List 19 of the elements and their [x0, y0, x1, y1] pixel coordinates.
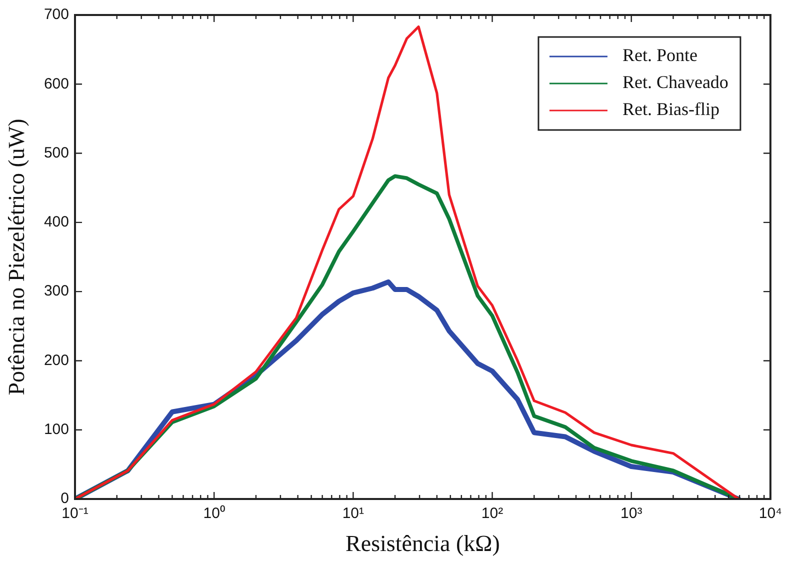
x-tick-label: 10⁴	[758, 505, 782, 522]
y-tick-label: 600	[44, 75, 69, 92]
y-tick-label: 200	[44, 352, 69, 369]
x-tick-label: 10²	[481, 505, 504, 522]
y-tick-label: 500	[44, 144, 69, 162]
x-tick-label: 10¹	[342, 505, 364, 522]
x-tick-label: 10⁰	[203, 505, 225, 522]
y-tick-label: 100	[44, 421, 69, 438]
legend-label: Ret. Bias-flip	[622, 99, 720, 120]
y-tick-label: 300	[44, 282, 69, 300]
y-tick-label: 400	[44, 214, 69, 231]
x-tick-label: 10⁻¹	[62, 505, 88, 522]
legend-label: Ret. Chaveado	[622, 72, 728, 92]
y-tick-label: 700	[44, 6, 69, 24]
x-tick-label: 10³	[620, 505, 642, 522]
y-axis-title: Potência no Piezelétrico (uW)	[4, 118, 29, 396]
x-axis-title: Resistência (kΩ)	[346, 531, 500, 556]
y-tick-label: 0	[60, 490, 69, 508]
legend-label: Ret. Ponte	[622, 45, 698, 66]
